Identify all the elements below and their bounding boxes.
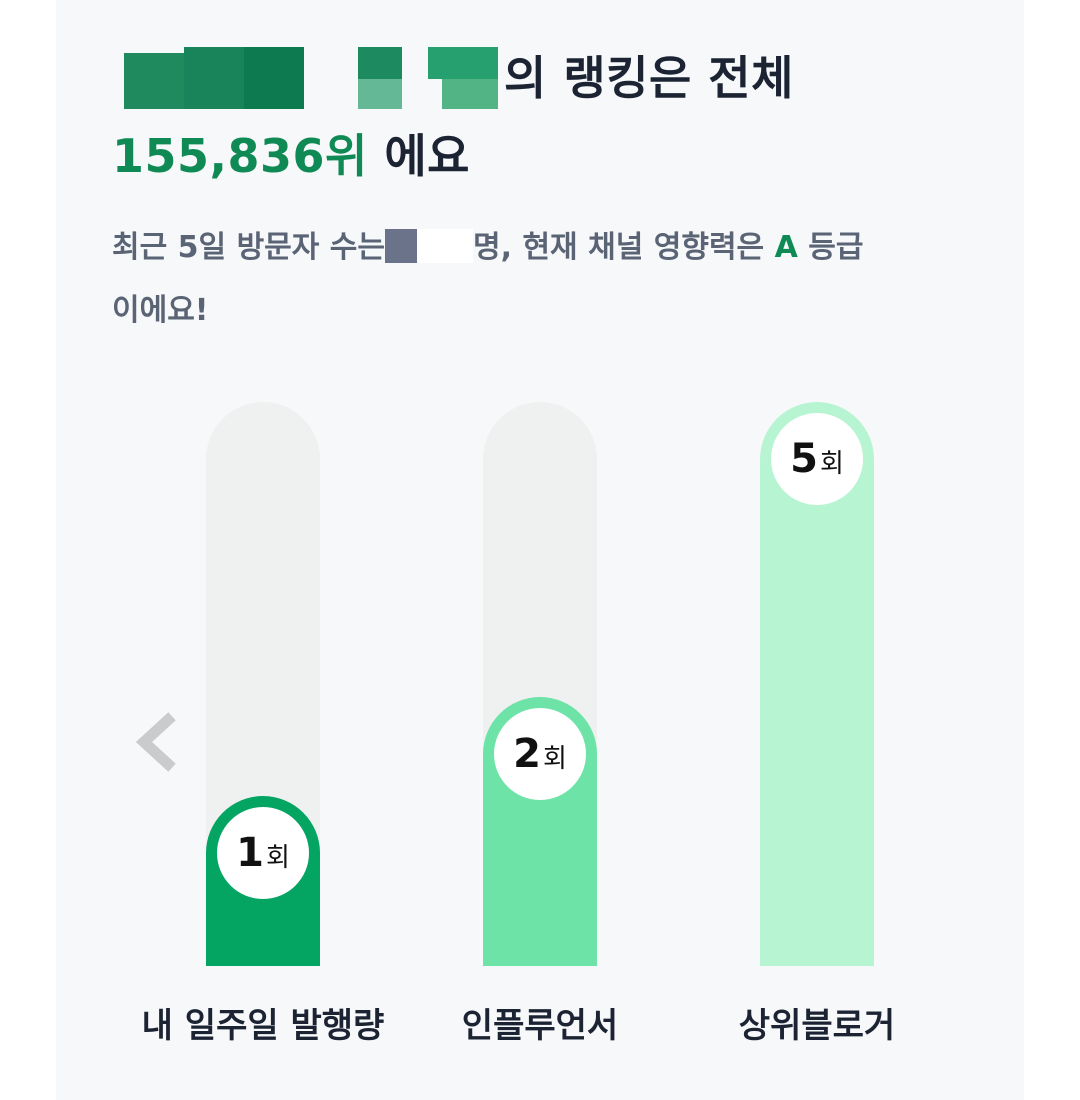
headline-line-2: 155,836위 에요 [112,120,470,186]
rank-suffix: 에요 [367,129,470,183]
headline-suffix: 의 랭킹은 전체 [504,51,794,105]
bar-value-top: 5 [790,436,818,482]
summary-line-2: 이에요! [112,293,209,328]
redacted-blog-name [112,46,498,109]
bar-value-mine: 1 [236,830,264,876]
bar-label-mine: 내 일주일 발행량 [141,1006,385,1046]
bar-unit-influencer: 회 [542,743,567,774]
redacted-visitor-count [385,228,474,263]
bar-label-top: 상위블로거 [738,1006,896,1046]
rank-value: 155,836위 [112,129,368,183]
chevron-left-icon[interactable] [130,712,180,772]
summary-line-1: 최근 5일 방문자 수는 명, 현재 채널 영향력은 A 등급 [112,222,863,266]
bar-label-influencer: 인플루언서 [461,1006,619,1046]
summary-middle: 명, 현재 채널 영향력은 [473,230,775,265]
summary-suffix: 등급 [797,230,864,265]
bar-unit-top: 회 [819,448,844,479]
bar-value-influencer: 2 [513,731,541,777]
influence-grade: A [774,230,798,265]
summary-prefix: 최근 5일 방문자 수는 [112,230,386,265]
bar-unit-mine: 회 [265,842,290,873]
headline-line-1: 의 랭킹은 전체 [112,42,794,113]
